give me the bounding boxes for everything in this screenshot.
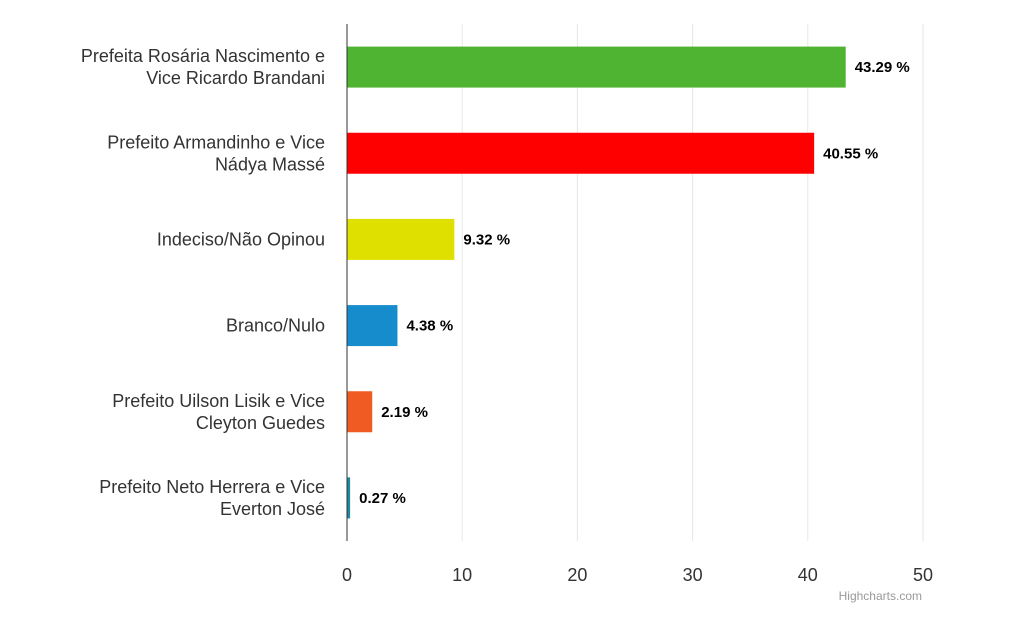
bar bbox=[347, 477, 351, 519]
category-label: Nádya Massé bbox=[215, 154, 325, 174]
data-label: 9.32 % bbox=[463, 231, 510, 248]
x-tick-label: 50 bbox=[913, 565, 933, 585]
bar bbox=[347, 218, 455, 260]
category-label: Prefeita Rosária Nascimento e bbox=[81, 46, 325, 66]
x-tick-label: 40 bbox=[798, 565, 818, 585]
category-label: Prefeito Armandinho e Vice bbox=[107, 132, 325, 152]
x-tick-label: 30 bbox=[683, 565, 703, 585]
bar bbox=[347, 46, 846, 88]
category-label: Everton José bbox=[220, 499, 325, 519]
data-label: 40.55 % bbox=[823, 145, 878, 162]
data-label: 2.19 % bbox=[381, 404, 428, 421]
category-label: Cleyton Guedes bbox=[196, 413, 325, 433]
category-label: Indeciso/Não Opinou bbox=[157, 229, 325, 249]
data-label: 4.38 % bbox=[406, 318, 453, 335]
category-label: Prefeito Neto Herrera e Vice bbox=[99, 477, 325, 497]
category-label: Branco/Nulo bbox=[226, 316, 325, 336]
bar bbox=[347, 132, 815, 174]
grid-lines bbox=[461, 24, 924, 541]
x-tick-label: 0 bbox=[342, 565, 352, 585]
labels: 0 10 20 30 40 50 43.29 % Prefeita Rosária Nasci… bbox=[81, 46, 933, 585]
data-label: 43.29 % bbox=[855, 59, 910, 76]
bar bbox=[347, 305, 398, 347]
data-label: 0.27 % bbox=[359, 490, 406, 507]
category-label: Prefeito Uilson Lisik e Vice bbox=[112, 391, 325, 411]
x-tick-label: 20 bbox=[567, 565, 587, 585]
category-label: Vice Ricardo Brandani bbox=[146, 68, 325, 88]
x-tick-label: 10 bbox=[452, 565, 472, 585]
credits-text[interactable]: Highcharts.com bbox=[839, 589, 922, 603]
bars bbox=[347, 46, 846, 519]
bar bbox=[347, 391, 373, 433]
